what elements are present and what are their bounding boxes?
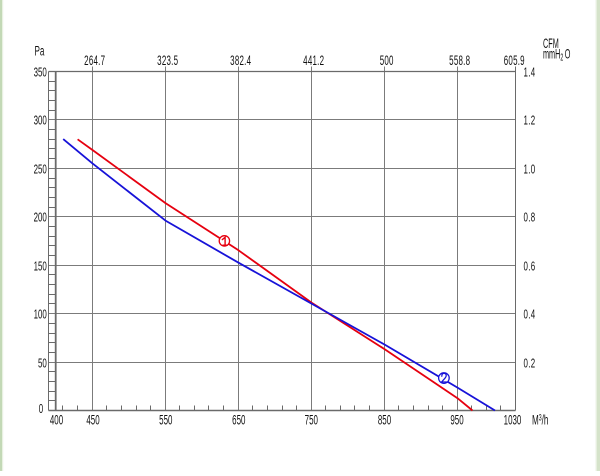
svg-text:500: 500 [380,54,394,69]
svg-text:650: 650 [232,413,245,428]
svg-text:1.4: 1.4 [524,66,536,81]
svg-text:50: 50 [38,357,47,372]
svg-text:1030: 1030 [504,413,522,428]
svg-text:850: 850 [378,413,391,428]
svg-text:300: 300 [34,114,47,129]
svg-text:M3/h: M3/h [532,412,548,428]
svg-text:950: 950 [450,413,463,428]
svg-text:0.2: 0.2 [524,357,536,372]
svg-text:264.7: 264.7 [84,54,105,69]
svg-text:558.8: 558.8 [449,54,470,69]
svg-text:1.2: 1.2 [524,114,536,129]
svg-text:0.6: 0.6 [524,260,536,275]
svg-text:323.5: 323.5 [157,54,178,69]
svg-text:550: 550 [159,413,172,428]
svg-text:1.0: 1.0 [524,163,536,178]
svg-text:350: 350 [34,66,47,81]
svg-text:441.2: 441.2 [303,54,324,69]
svg-text:mmH2 O: mmH2 O [543,47,571,63]
svg-text:400: 400 [50,413,63,428]
svg-text:100: 100 [34,308,47,323]
svg-text:250: 250 [34,163,47,178]
svg-text:200: 200 [34,211,47,226]
svg-text:0: 0 [39,402,43,417]
svg-text:0.4: 0.4 [524,308,536,323]
svg-text:750: 750 [305,413,318,428]
svg-text:150: 150 [34,260,47,275]
svg-text:450: 450 [86,413,99,428]
svg-text:605.9: 605.9 [504,54,525,69]
svg-text:CFM: CFM [543,37,559,52]
svg-text:0.8: 0.8 [524,211,536,226]
svg-text:Pa: Pa [35,44,45,59]
svg-text:382.4: 382.4 [230,54,251,69]
